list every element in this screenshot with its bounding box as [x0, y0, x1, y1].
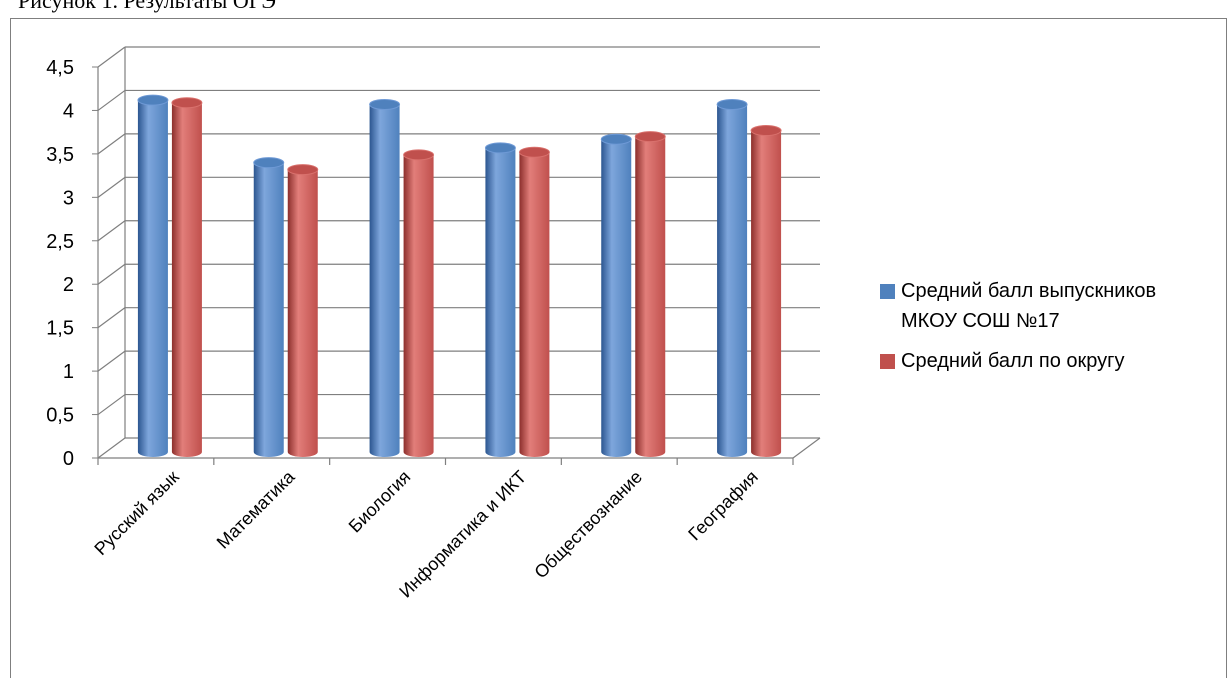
bar-district-5 [634, 131, 666, 458]
y-tick-label: 1,5 [46, 318, 74, 340]
y-tick-label: 0 [63, 448, 74, 470]
legend-label-school: Средний балл выпускников МКОУ СОШ №17 [901, 280, 1157, 332]
y-tick-label: 2,5 [46, 231, 74, 253]
bar-school-4 [484, 142, 516, 458]
bar-school-6 [716, 98, 748, 457]
bar-district-3 [403, 149, 435, 457]
x-category-label: Математика [213, 466, 300, 553]
bar-school-5 [600, 133, 632, 457]
x-category-label: Биология [345, 467, 415, 537]
legend-swatch-red [880, 354, 895, 369]
bar-school-1 [137, 94, 169, 457]
x-category-label: Обществознание [530, 467, 646, 583]
x-category-label: География [684, 467, 762, 545]
y-tick-label: 4 [63, 100, 74, 122]
chart-frame [10, 18, 1227, 678]
legend-label-district: Средний балл по округу [901, 350, 1125, 372]
bar-district-1 [171, 97, 203, 457]
y-tick-label: 1 [63, 361, 74, 383]
y-tick-label: 4,5 [46, 57, 74, 79]
y-tick-label: 3,5 [46, 144, 74, 166]
y-tick-label: 3 [63, 187, 74, 209]
chart-legend: Средний балл выпускников МКОУ СОШ №17 Ср… [880, 276, 1156, 386]
bar-district-6 [750, 125, 782, 457]
y-tick-label: 2 [63, 274, 74, 296]
x-category-label: Информатика и ИКТ [395, 467, 530, 602]
document-text-fragment: Рисунок 1. Результаты ОГЭ [18, 0, 276, 13]
y-tick-label: 0,5 [46, 405, 74, 427]
gridlines [97, 46, 821, 459]
bar-district-4 [518, 146, 550, 457]
legend-item-school: Средний балл выпускников МКОУ СОШ №17 [880, 276, 1156, 336]
bar-school-3 [369, 98, 401, 457]
x-category-label: Русский язык [90, 467, 182, 559]
legend-item-district: Средний балл по округу [880, 346, 1156, 376]
bar-school-2 [253, 157, 285, 457]
legend-swatch-blue [880, 284, 895, 299]
bar-district-2 [287, 164, 319, 457]
